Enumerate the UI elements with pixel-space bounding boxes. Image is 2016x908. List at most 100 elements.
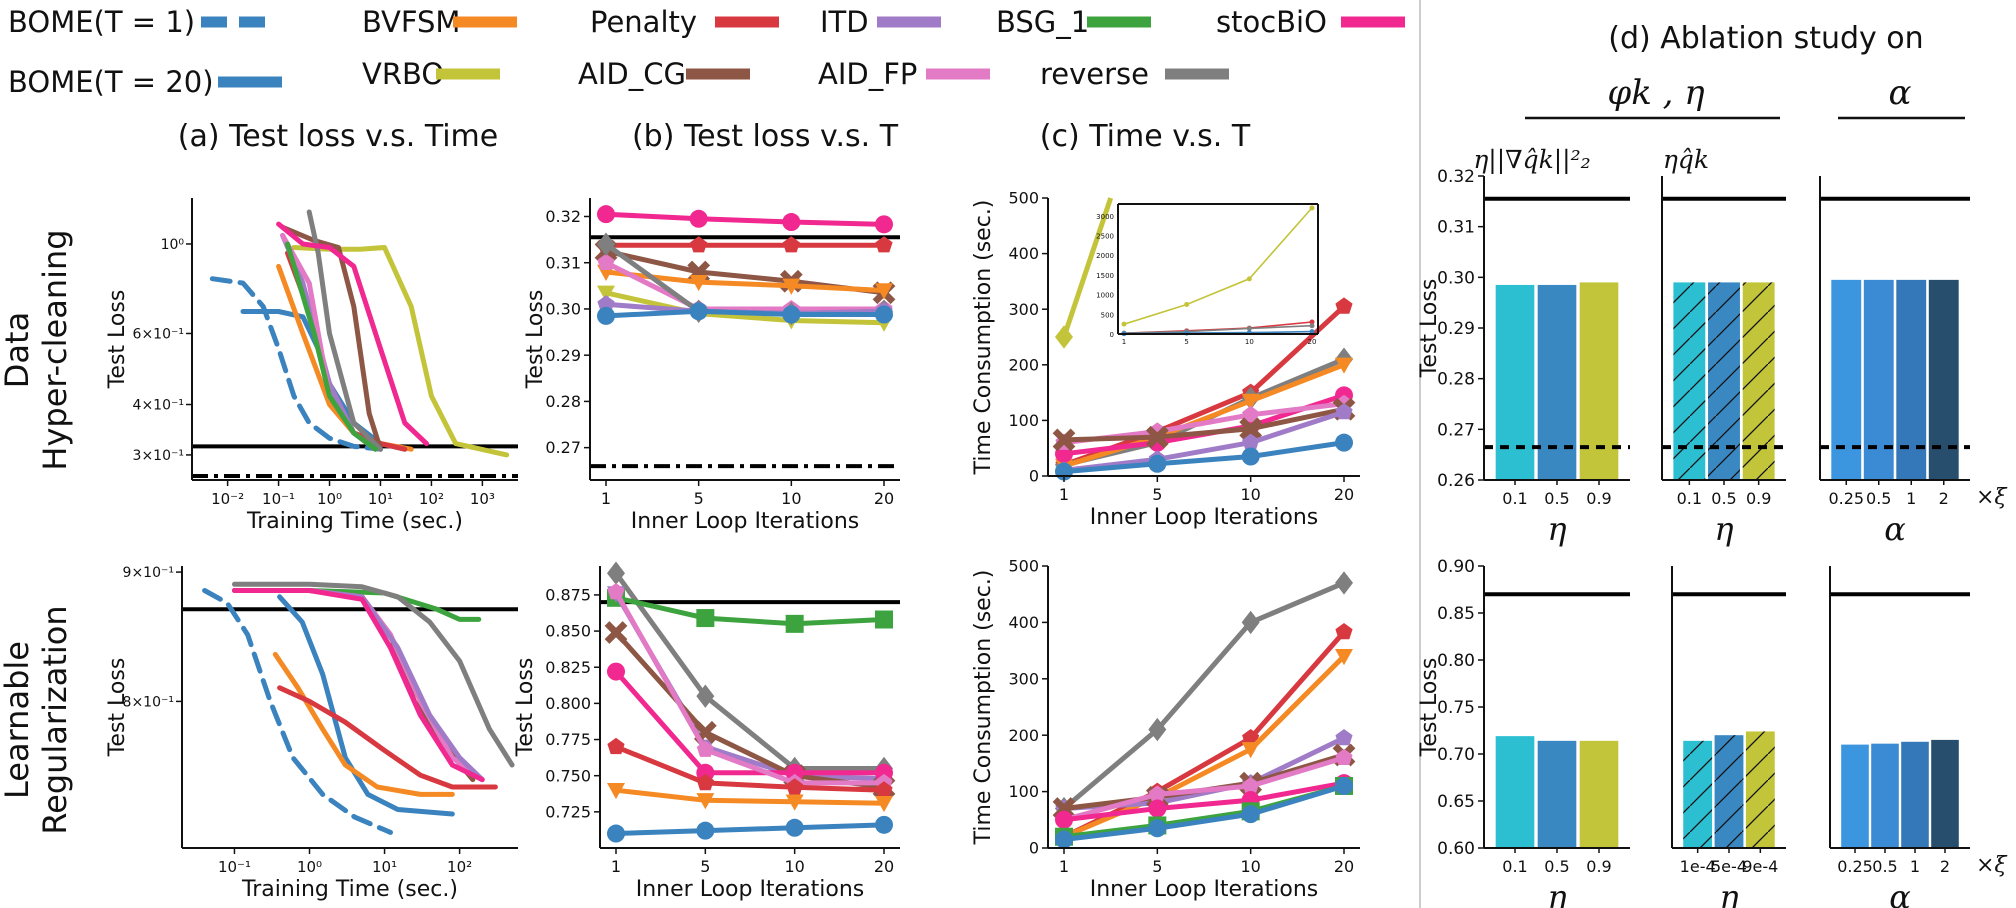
data-point	[1335, 623, 1353, 640]
x-tick-label: 5	[694, 489, 704, 508]
x-tick-label: 0.1	[1502, 489, 1527, 508]
x-tick-label: 1e-4	[1680, 857, 1716, 876]
chart-b2: 1 5 10 20 0.725 0.750 0.775 0.800 0.825 0.850 0.87…	[513, 561, 900, 902]
y-tick-label: 0	[1029, 839, 1039, 858]
series-line	[614, 669, 884, 776]
header-d-sub1: η||∇q̂k||²₂	[1473, 145, 1590, 175]
y-tick-label: 0.90	[1437, 557, 1475, 577]
data-point	[597, 253, 615, 270]
y-tick-label: 8×10⁻¹	[123, 694, 174, 710]
x-tick-label: 0.9	[1586, 857, 1611, 876]
bar	[1579, 740, 1619, 848]
x-tick-label: 5	[1152, 485, 1162, 504]
y-tick-label: 0.825	[545, 658, 591, 677]
y-tick-label: 4×10⁻¹	[133, 398, 184, 414]
series-bome-t-20	[597, 302, 893, 325]
data-point	[1335, 357, 1353, 374]
x-axis-label: η	[1714, 510, 1733, 548]
data-point	[689, 274, 708, 292]
y-tick-label: 100	[1008, 411, 1039, 430]
y-tick-label: 500	[1008, 557, 1039, 576]
x-tick-label: 1	[1906, 489, 1916, 508]
y-tick-label: 0.800	[545, 694, 591, 713]
bar	[1841, 744, 1869, 848]
data-point	[1239, 417, 1263, 441]
data-point	[875, 215, 893, 234]
x-axis-label: η	[1547, 510, 1566, 548]
y-axis-label: Test Loss	[513, 658, 538, 758]
legend-item-aid-cg: AID_CG	[578, 57, 750, 91]
y-tick-label: 6×10⁻¹	[133, 326, 184, 342]
legend-item-penalty: Penalty	[590, 5, 779, 39]
x-tick-label: 20	[1334, 857, 1354, 876]
data-point	[1145, 425, 1169, 449]
x-tick-label: 1	[611, 857, 621, 876]
x-axis-label: Inner Loop Iterations	[636, 877, 864, 902]
legend-item-reverse: reverse	[1040, 57, 1229, 91]
chart-d1c: 0.25 0.5 1 2 α ×ξ	[1819, 176, 2008, 548]
data-point	[1242, 433, 1260, 450]
data-point	[875, 610, 893, 629]
legend-item-bome-t-1: BOME(T = 1)	[8, 5, 265, 39]
y-axis-label: Test Loss	[105, 290, 130, 390]
bar	[1901, 741, 1929, 848]
xi-label: ×ξ	[1976, 485, 2008, 510]
x-tick-label: 10⁻²	[211, 490, 244, 508]
y-tick-label: 0.875	[545, 586, 591, 605]
header-a: (a) Test loss v.s. Time	[178, 119, 499, 154]
data-point	[1241, 447, 1260, 466]
x-tick-label: 0.5	[1866, 489, 1891, 508]
row-label-1-line1: Data	[0, 312, 36, 388]
header-c: (c) Time v.s. T	[1040, 119, 1251, 154]
x-axis-label: η	[1547, 878, 1566, 908]
series-line	[1062, 580, 1345, 811]
inset-point	[1309, 329, 1315, 335]
data-point	[1335, 403, 1353, 420]
data-point	[607, 561, 625, 585]
y-tick-label: 0.725	[545, 802, 591, 821]
data-point	[597, 205, 615, 224]
legend-label: VRBO	[362, 57, 444, 91]
legend-label: AID_FP	[818, 57, 917, 91]
y-tick-label: 400	[1008, 613, 1039, 632]
data-point	[1335, 297, 1353, 314]
x-axis-label: α	[1884, 510, 1906, 548]
data-point	[597, 232, 615, 256]
chart-a1: 10⁻² 10⁻¹ 10⁰ 10¹ 10² 10³ 10⁰ 6×10⁻¹ 4×10⁻¹ 3×10⁻…	[105, 198, 518, 534]
series-line	[1063, 755, 1345, 823]
inset-point	[1121, 321, 1127, 327]
series-bome-t-1	[209, 276, 383, 452]
series-vrbo	[1055, 197, 1114, 349]
legend-label: BOME(T = 1)	[8, 5, 195, 39]
inset-y-tick-label: 500	[1101, 311, 1114, 319]
legend-item-vrbo: VRBO	[362, 57, 500, 91]
chart-d1a: 0.1 0.5 0.9 0.26 0.27 0.28 0.29 0.30 0.31 0.32 η Te…	[1417, 167, 1630, 548]
header-phi-eta: φk , η	[1607, 73, 1705, 113]
x-tick-label: 2	[1940, 857, 1950, 876]
inset-y-tick-label: 0	[1110, 331, 1114, 339]
inset-line	[1123, 207, 1313, 325]
marker-stroke	[1145, 425, 1169, 449]
series-line	[613, 590, 884, 786]
data-point	[785, 614, 804, 633]
series-reverse	[1055, 571, 1353, 821]
series-line	[604, 260, 884, 312]
x-tick-label: 1	[1059, 857, 1069, 876]
row-label-2-line2: Regularization	[36, 605, 74, 834]
x-tick-label: 10	[1240, 857, 1260, 876]
data-point	[875, 236, 893, 253]
data-point	[1241, 805, 1260, 824]
series-line	[1063, 362, 1345, 469]
series-penalty	[607, 737, 893, 798]
series-line	[613, 571, 884, 771]
data-point	[689, 209, 708, 228]
data-point	[1242, 777, 1260, 794]
data-point	[782, 278, 801, 295]
x-tick-label: 10⁻¹	[218, 858, 251, 876]
data-point	[782, 236, 800, 253]
inset-y-tick-label: 2000	[1096, 252, 1114, 260]
inset-point	[1309, 319, 1315, 325]
legend-label: BOME(T = 20)	[8, 65, 214, 99]
legend: BOME(T = 1) BVFSM Penalty ITD BSG_1 stocBiO BO…	[8, 5, 1405, 99]
series-reverse	[232, 581, 515, 768]
